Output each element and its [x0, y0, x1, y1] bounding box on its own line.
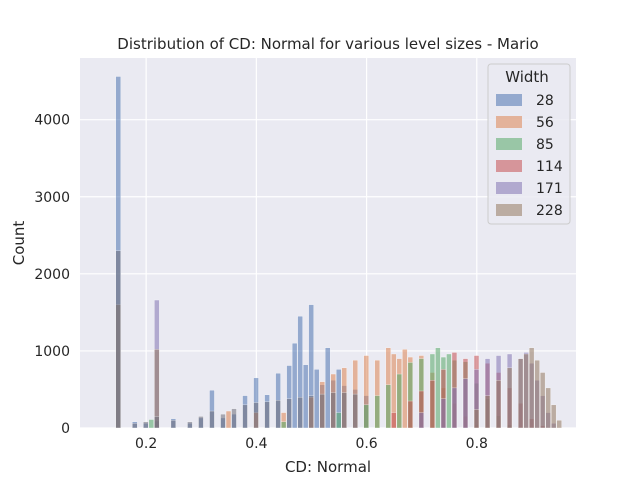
bar-series-85-10	[435, 347, 441, 429]
legend-swatch-171	[496, 182, 522, 194]
bar-overlap-12	[264, 401, 270, 429]
bar-series-28-15	[292, 343, 298, 429]
bar-series-28-21	[325, 347, 331, 429]
x-tick-label-3: 0.8	[466, 436, 488, 452]
bar-series-228-2	[473, 409, 480, 429]
bar-series-85-4	[374, 395, 380, 429]
legend-swatch-56	[496, 116, 522, 128]
x-tick-label-1: 0.4	[245, 436, 267, 452]
y-tick-labels: 0 1000 2000 3000 4000	[34, 113, 70, 437]
bar-series-171-3	[451, 387, 458, 429]
bar-series-171-4	[462, 378, 469, 429]
chart-title: Distribution of CD: Normal for various l…	[117, 35, 538, 53]
bar-overlap-17	[319, 393, 325, 429]
bar-series-228-9	[534, 360, 540, 429]
legend-label-114: 114	[536, 159, 563, 175]
bar-series-228-1	[154, 349, 160, 429]
bar-series-228-12	[551, 404, 557, 429]
bar-series-85-3	[363, 404, 369, 429]
legend-swatch-85	[496, 138, 522, 150]
bar-series-228-13	[556, 420, 562, 429]
bar-series-56-13	[402, 349, 408, 429]
histogram-bars	[115, 76, 562, 429]
bar-series-85-0	[148, 419, 154, 429]
legend: Width 28 56 85 114 171 228	[487, 63, 571, 225]
bar-series-228-4	[495, 380, 502, 429]
bar-series-228-7	[523, 353, 529, 429]
x-tick-labels: 0.2 0.4 0.6 0.8	[135, 436, 488, 452]
x-tick-label-0: 0.2	[135, 436, 157, 452]
legend-label-56: 56	[536, 115, 554, 131]
bar-overlap-7	[209, 410, 215, 429]
bar-overlap-20	[352, 393, 358, 429]
bar-overlap-6	[198, 416, 204, 429]
y-tick-label-0: 0	[61, 421, 70, 437]
bar-overlap-11	[253, 402, 259, 429]
bar-series-28-19	[314, 369, 320, 429]
bar-series-171-2	[440, 398, 447, 429]
legend-title: Width	[505, 68, 549, 86]
bar-series-85-6	[396, 373, 402, 429]
y-tick-label-1: 1000	[34, 344, 70, 360]
bar-overlap-19	[341, 392, 347, 429]
bar-overlap-14	[286, 398, 292, 429]
bar-overlap-16	[308, 395, 314, 429]
bar-series-85-2	[336, 412, 342, 429]
bar-overlap-3	[154, 416, 160, 429]
bar-series-114-3	[429, 380, 436, 429]
legend-swatch-28	[496, 94, 522, 106]
bar-series-228-3	[484, 395, 491, 429]
bar-series-114-0	[391, 412, 397, 429]
y-tick-label-4: 4000	[34, 113, 70, 129]
legend-label-28: 28	[536, 93, 554, 109]
bar-series-56-0	[225, 410, 232, 429]
bar-overlap-1	[132, 423, 138, 429]
bar-overlap-18	[330, 392, 336, 429]
bar-overlap-15	[297, 397, 303, 429]
legend-items: 28 56 85 114 171 228	[496, 93, 563, 219]
bar-overlap-2	[143, 421, 149, 429]
bar-series-228-6	[517, 358, 524, 429]
bar-series-114-1	[407, 400, 413, 429]
x-tick-label-2: 0.6	[355, 436, 377, 452]
x-axis-label: CD: Normal	[285, 458, 371, 476]
legend-label-85: 85	[536, 137, 554, 153]
y-tick-label-2: 2000	[34, 267, 70, 283]
bar-series-85-12	[446, 353, 452, 429]
legend-label-228: 228	[536, 203, 563, 219]
bar-series-228-5	[506, 367, 513, 429]
bar-series-171-1	[418, 412, 424, 429]
bar-overlap-13	[275, 400, 281, 429]
bar-overlap-4	[170, 420, 176, 429]
bar-series-228-11	[545, 387, 551, 429]
bar-series-28-17	[303, 364, 309, 429]
legend-swatch-228	[496, 204, 522, 216]
bar-series-228-8	[529, 347, 535, 429]
y-tick-label-3: 3000	[34, 190, 70, 206]
bar-series-85-5	[385, 384, 391, 429]
bar-series-85-1	[281, 421, 287, 429]
bar-overlap-0	[115, 250, 121, 429]
legend-label-171: 171	[536, 181, 563, 197]
bar-overlap-5	[187, 421, 193, 429]
y-axis-label: Count	[10, 221, 28, 266]
legend-swatch-114	[496, 160, 522, 172]
bar-overlap-8	[220, 413, 226, 429]
bar-overlap-10	[242, 404, 248, 429]
bar-overlap-9	[231, 408, 237, 429]
bar-series-228-10	[540, 372, 546, 429]
